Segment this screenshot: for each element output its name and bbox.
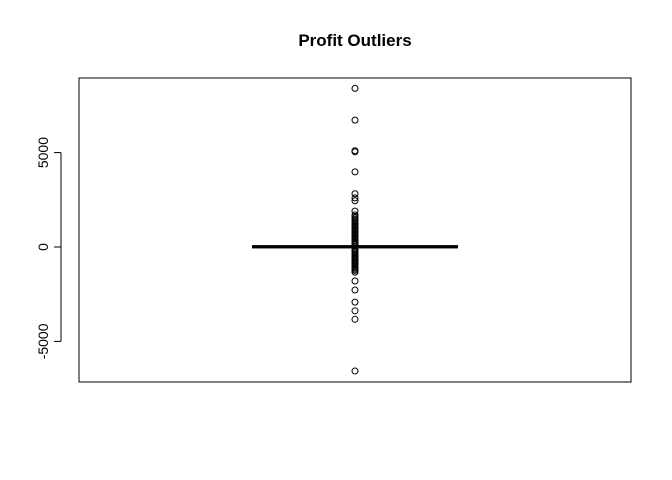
outlier-point (351, 315, 359, 323)
outlier-point (351, 190, 359, 198)
y-axis: -5000 0 5000 (35, 137, 62, 359)
outlier-point (351, 241, 359, 249)
outlier-point (351, 268, 359, 276)
outlier-point (351, 277, 359, 285)
outlier-point (351, 286, 359, 294)
y-tick-label: 0 (35, 243, 51, 251)
y-tick-label: -5000 (35, 323, 51, 359)
outlier-point (351, 168, 359, 176)
outlier-point (351, 84, 359, 92)
y-tick-label: 5000 (35, 137, 51, 168)
outlier-point (351, 307, 359, 315)
outlier-point (351, 298, 359, 306)
outlier-point (351, 148, 359, 156)
outlier-point (351, 194, 359, 202)
outlier-point (351, 197, 359, 205)
plot-frame (78, 77, 632, 383)
chart-title: Profit Outliers (298, 31, 411, 50)
outliers (351, 84, 359, 375)
outlier-point (351, 207, 359, 215)
outlier-point (351, 367, 359, 375)
outlier-point (351, 116, 359, 124)
